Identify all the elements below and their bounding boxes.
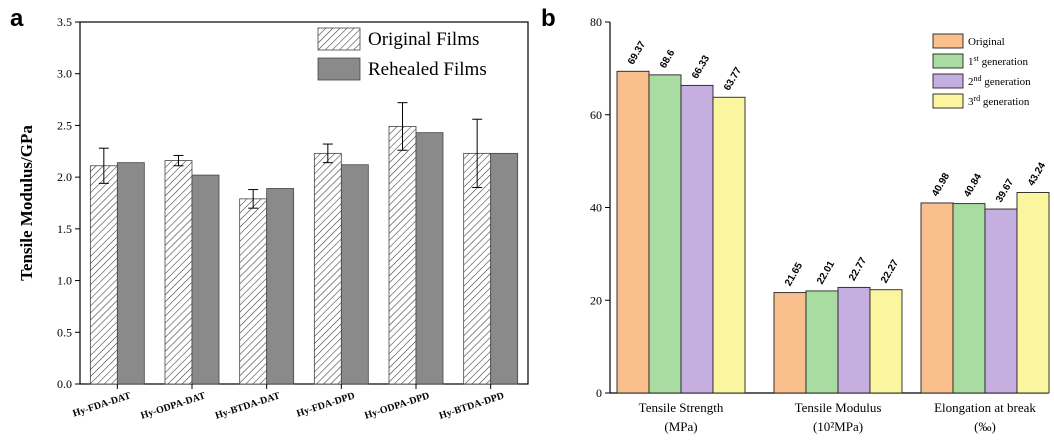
panel-a-bar: [490, 152, 519, 385]
legend-generation-text: generation: [982, 76, 1032, 88]
panel-a-category-label: Hy-FDA-DAT: [71, 390, 132, 419]
panel-a-legend-swatch: [317, 27, 361, 51]
panel-a-ytick-label: 2.5: [57, 118, 72, 132]
panel-b-chart: b 0 20 40 60 80 69.37 68.6 66.33 63.77 Tensile St…: [541, 5, 1050, 434]
panel-a-bar: [415, 132, 444, 385]
panel-a-bar: [164, 160, 193, 385]
panel-b-bar: [712, 96, 746, 394]
panel-b-bar: [984, 208, 1018, 394]
panel-b-bar: [773, 292, 807, 394]
panel-b-legend-label: 3rd generation: [968, 94, 1030, 108]
panel-b-data-label: 39.67: [994, 177, 1016, 205]
panel-a-bar: [340, 164, 369, 385]
panel-b-category-label: Tensile Modulus: [795, 400, 882, 415]
legend-ordinal-suffix: rd: [974, 94, 981, 103]
panel-a-ytick-label: 2.0: [57, 170, 72, 184]
panel-b-data-label: 22.27: [879, 258, 901, 286]
panel-b-data-label: 66.33: [690, 53, 712, 81]
panel-b-bar: [616, 70, 650, 394]
panel-b-bar: [952, 203, 986, 394]
panel-b-category-unit: (MPa): [664, 419, 697, 434]
panel-b-data-label: 63.77: [722, 65, 744, 93]
panel-a-ytick-label: 0.0: [57, 377, 72, 391]
panel-a-bar: [388, 126, 417, 385]
panel-a-ytick-label: 3.0: [57, 67, 72, 81]
panel-b-bar: [680, 84, 714, 394]
panel-a-category-label: Hy-BTDA-DPD: [438, 390, 506, 421]
panel-b-ytick-label: 0: [596, 386, 602, 400]
panel-b-data-label: 40.84: [962, 172, 984, 200]
legend-generation-text: generation: [980, 96, 1030, 108]
panel-a-ylabel: Tensile Modulus/GPa: [17, 125, 36, 281]
panel-b-data-label: 69.37: [626, 39, 648, 67]
panel-b-bar: [648, 74, 682, 394]
panel-b-category-label: Tensile Strength: [639, 400, 724, 415]
legend-ordinal: 2: [968, 76, 974, 88]
panel-a-bar: [89, 165, 118, 385]
panel-b-legend-swatch: [932, 93, 964, 109]
panel-b-category-unit: (‰): [974, 419, 996, 434]
panel-b-data-label: 22.77: [847, 255, 869, 283]
panel-a-legend-swatch: [317, 57, 361, 81]
panel-a-bar: [191, 174, 220, 385]
panel-a-bar: [116, 162, 145, 385]
panel-b-category-unit: (10²MPa): [813, 419, 863, 434]
legend-generation-text: generation: [979, 56, 1029, 68]
panel-a-axes-frame: [79, 21, 529, 385]
panel-b-legend-label: 2nd generation: [968, 74, 1031, 88]
panel-b-legend-swatch: [932, 33, 964, 49]
panel-b-data-label: 22.01: [815, 259, 837, 287]
panel-b-bar: [869, 289, 903, 394]
panel-b-letter: b: [541, 5, 556, 32]
panel-a-ytick-label: 0.5: [57, 325, 72, 339]
panel-a-bar: [266, 188, 295, 385]
legend-ordinal-suffix: st: [974, 54, 980, 63]
panel-b-legend-swatch: [932, 53, 964, 69]
panel-a-category-label: Hy-BTDA-DAT: [214, 390, 282, 421]
panel-b-data-label: 43.24: [1026, 160, 1048, 188]
panel-a-category-label: Hy-ODPA-DAT: [139, 390, 207, 421]
panel-b-ytick-label: 80: [590, 15, 602, 29]
panel-b-legend-label: 1st generation: [968, 54, 1029, 68]
panel-b-ytick-label: 60: [590, 108, 602, 122]
panel-a-category-label: Hy-ODPA-DPD: [363, 390, 431, 421]
panel-b-bar: [805, 290, 839, 394]
panel-a-category-label: Hy-FDA-DPD: [295, 390, 356, 419]
legend-ordinal-suffix: nd: [974, 74, 982, 83]
panel-b-data-label: 40.98: [930, 171, 952, 199]
panel-b-legend-swatch: [932, 73, 964, 89]
panel-a-letter: a: [10, 5, 24, 32]
panel-a-legend-label: Original Films: [368, 29, 479, 50]
panel-b-data-label: 21.65: [783, 261, 805, 289]
panel-b-bar: [837, 286, 871, 394]
panel-a-legend-label: Rehealed Films: [368, 59, 487, 80]
panel-a-chart: a Tensile Modulus/GPa 0.0 0.5 1.0 1.5 2.0 2.5…: [10, 5, 529, 422]
panel-b-ytick-label: 40: [590, 201, 602, 215]
legend-ordinal: 3: [968, 96, 974, 108]
panel-a-ytick-label: 1.0: [57, 274, 72, 288]
legend-ordinal: 1: [968, 56, 974, 68]
panel-a-legend: Original Films Rehealed Films: [317, 27, 487, 81]
panel-a-ytick-label: 1.5: [57, 222, 72, 236]
panel-b-data-label: 68.6: [658, 48, 677, 71]
panel-b-bar: [920, 202, 954, 394]
panel-b-category-label: Elongation at break: [934, 400, 1036, 415]
panel-b-bar: [1016, 192, 1050, 394]
panel-a-bar: [313, 152, 342, 385]
panel-b-legend-label: Original: [968, 36, 1005, 48]
panel-a-bar: [239, 198, 268, 385]
panel-a-ytick-label: 3.5: [57, 15, 72, 29]
panel-b-ytick-label: 20: [590, 293, 602, 307]
